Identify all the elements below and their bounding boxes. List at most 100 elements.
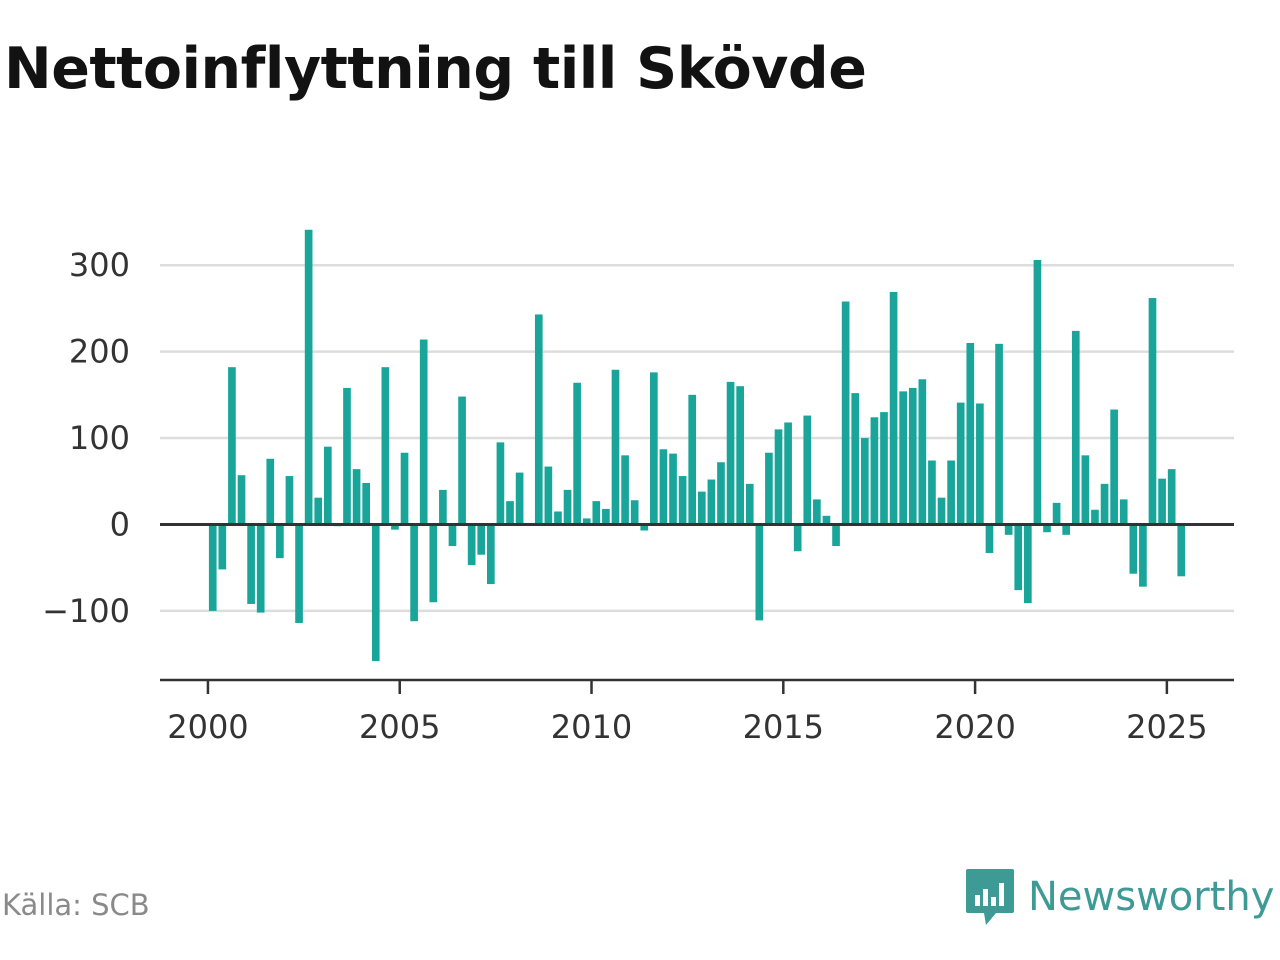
bar — [611, 369, 620, 525]
bar — [208, 524, 217, 611]
y-tick-label: 100 — [69, 419, 130, 457]
bar — [486, 524, 495, 585]
x-tick-label: 2010 — [551, 708, 632, 746]
bar — [544, 466, 553, 525]
bar — [304, 229, 313, 525]
bar — [688, 394, 697, 525]
bar — [477, 524, 486, 555]
bar — [956, 402, 965, 525]
bar — [266, 458, 275, 525]
bar — [1119, 499, 1128, 525]
bar — [918, 379, 927, 525]
y-tick-label: −100 — [42, 592, 130, 630]
bar — [765, 452, 773, 525]
bar — [419, 339, 428, 525]
bar — [1177, 524, 1186, 577]
bar — [640, 524, 649, 531]
bar — [381, 367, 390, 525]
bar — [822, 515, 831, 525]
bar — [717, 462, 725, 525]
bar — [429, 524, 438, 603]
bar — [889, 291, 898, 525]
bar — [506, 501, 514, 525]
bar — [467, 524, 476, 566]
bar — [448, 524, 457, 547]
tick-labels: 300 200 100 0 −100 2000 2005 2010 2015 2020 2025 — [42, 246, 1207, 746]
bar — [1062, 524, 1071, 535]
bar — [899, 391, 908, 525]
bar — [343, 387, 351, 525]
gridlines — [160, 263, 1234, 613]
bar — [908, 387, 917, 525]
bar — [400, 452, 409, 525]
bar — [870, 417, 879, 525]
bar — [707, 479, 716, 525]
bar — [1148, 298, 1157, 525]
x-tick-label: 2000 — [167, 708, 248, 746]
source-note: Källa: SCB — [2, 888, 150, 922]
bar — [592, 501, 601, 525]
bar — [793, 524, 802, 552]
bar — [937, 497, 946, 525]
bar — [630, 500, 639, 525]
bar — [966, 342, 975, 525]
bar — [995, 343, 1003, 525]
bar — [1139, 524, 1147, 587]
bar — [1081, 455, 1090, 525]
bar — [745, 483, 754, 525]
bar — [391, 524, 399, 530]
y-tick-label: 200 — [69, 333, 130, 371]
bar — [976, 403, 984, 525]
bar — [669, 453, 677, 525]
bar — [323, 446, 332, 525]
bar — [352, 469, 361, 525]
bar — [602, 508, 610, 525]
bar — [410, 524, 418, 622]
bar — [755, 524, 764, 621]
bar — [813, 499, 821, 525]
x-tick-label: 2015 — [743, 708, 824, 746]
brand-name: Newsworthy — [1028, 874, 1275, 920]
bar — [774, 429, 783, 525]
bar — [736, 386, 744, 525]
bar — [563, 489, 572, 525]
bar — [678, 476, 687, 525]
axes — [160, 522, 1234, 694]
bar — [1033, 260, 1042, 525]
bar — [726, 381, 735, 525]
bar — [851, 393, 860, 525]
bar — [1014, 524, 1023, 591]
bar — [1023, 524, 1032, 604]
bar — [276, 524, 284, 559]
x-tick-label: 2020 — [934, 708, 1015, 746]
bar — [362, 482, 371, 525]
chart-title: Nettoinflyttning till Skövde — [4, 36, 867, 102]
bar — [1167, 469, 1176, 525]
y-tick-label: 0 — [110, 505, 130, 543]
bar — [650, 372, 658, 525]
bar — [1110, 409, 1118, 525]
bar — [803, 415, 812, 525]
bar — [1100, 483, 1109, 525]
y-tick-label: 300 — [69, 246, 130, 284]
bar — [458, 396, 466, 525]
bar — [697, 491, 706, 525]
bar — [880, 412, 888, 525]
brand-logo: Newsworthy — [964, 866, 1274, 928]
bar — [1129, 524, 1138, 574]
bar — [247, 524, 255, 604]
bar — [554, 511, 562, 525]
bar — [573, 382, 581, 525]
bar — [1043, 524, 1051, 533]
bar — [947, 460, 955, 525]
bar — [285, 476, 294, 525]
bar — [237, 475, 246, 525]
bar — [496, 442, 505, 525]
bar — [985, 524, 994, 553]
bar — [832, 524, 840, 547]
bar-series — [208, 229, 1186, 661]
x-tick-label: 2025 — [1126, 708, 1207, 746]
bar — [928, 460, 936, 525]
newsworthy-logo-icon — [966, 869, 1014, 925]
